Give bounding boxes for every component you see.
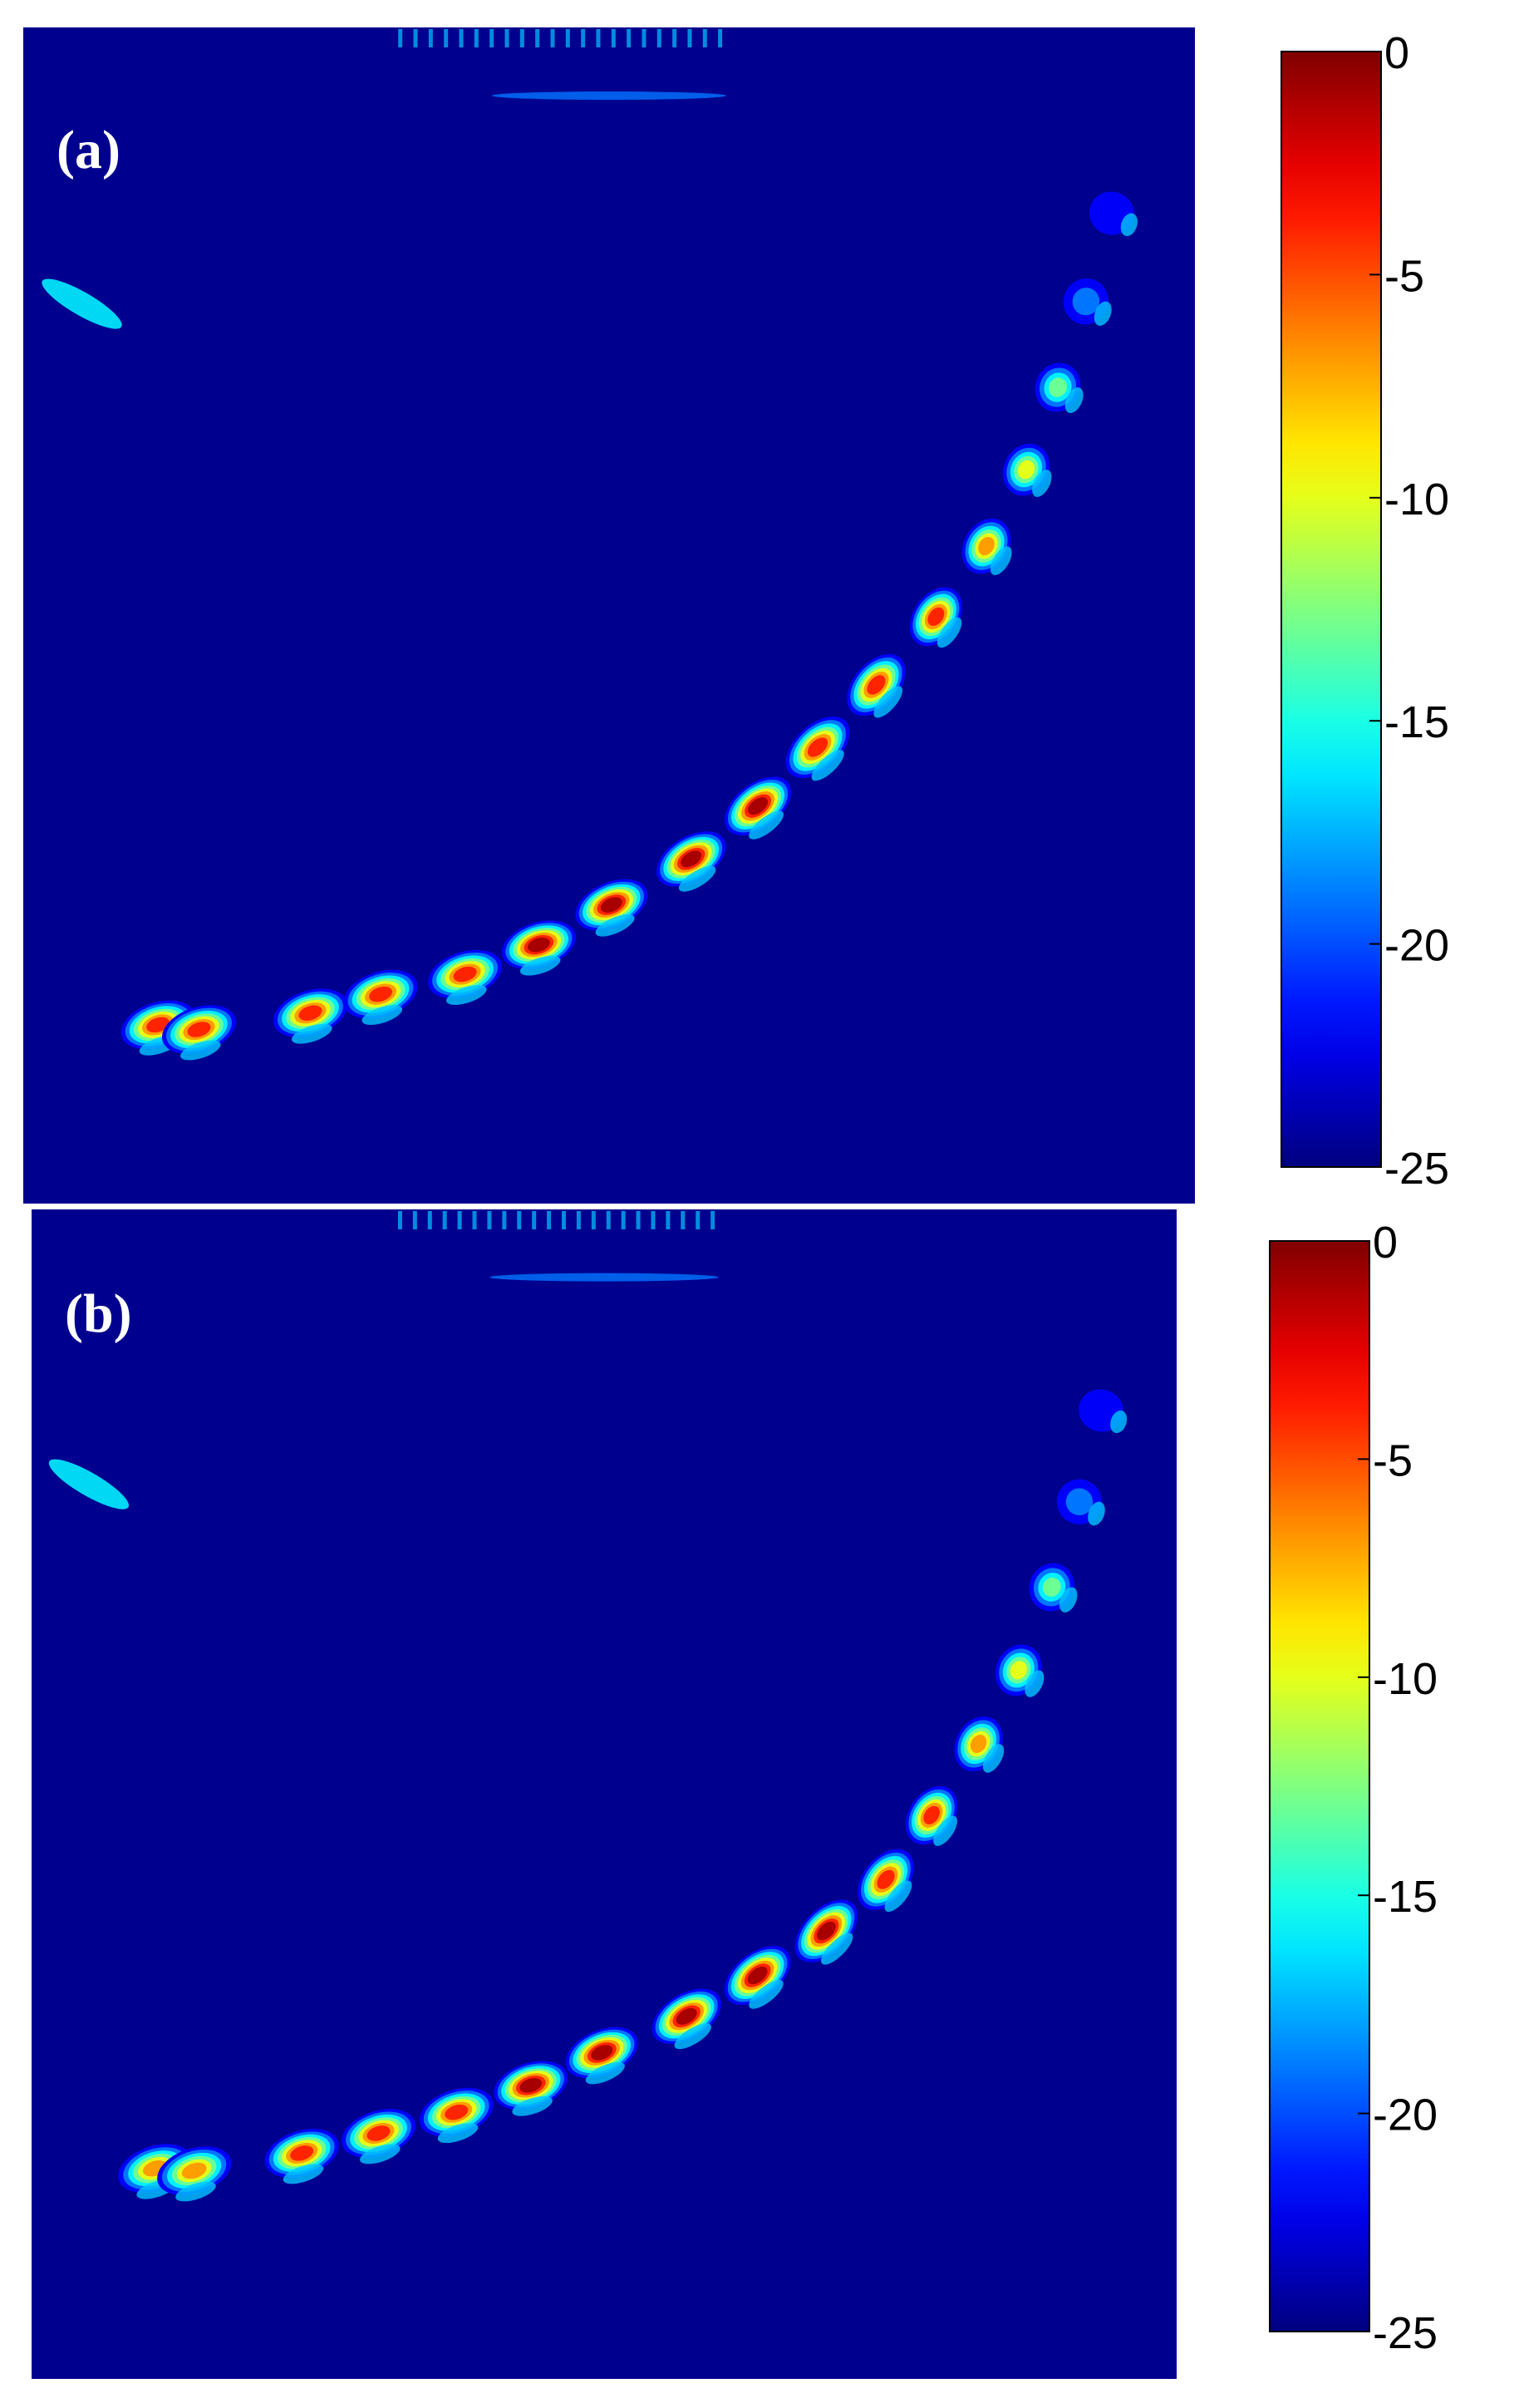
colorbar-tick-label: -25: [1384, 1144, 1449, 1194]
colorbar: 0 -5 -10 -15 -20 -25: [1269, 1218, 1438, 2358]
hotspot: [157, 2146, 232, 2202]
colorbar-tick-label: -15: [1373, 1872, 1438, 1922]
hotspot: [995, 1644, 1045, 1697]
hotspot: [565, 2026, 638, 2085]
hotspot: [1035, 362, 1084, 413]
hotspot: [575, 879, 648, 937]
hotspot: [1063, 278, 1112, 326]
hotspot: [1079, 1389, 1128, 1434]
hotspot: [785, 716, 850, 781]
hotspot: [428, 949, 503, 1005]
hotspot: [1002, 443, 1052, 497]
sidelobe-artifacts: [48, 1211, 719, 1509]
colorbar-tick-label: -15: [1384, 697, 1449, 747]
hotspot: [343, 969, 418, 1026]
hotspot: [909, 587, 963, 648]
heatmap-panel-a: (a) 0 -5 -10 -15 -20 -25: [23, 27, 1449, 1204]
hotspot: [1056, 1479, 1105, 1526]
hotspot: [905, 1785, 958, 1846]
hotspot: [273, 988, 347, 1044]
hotspot: [725, 776, 792, 840]
colorbar-gradient: [1281, 51, 1382, 1168]
hotspot: [341, 2109, 416, 2164]
panel-label: (a): [57, 120, 120, 180]
hotspot: [656, 831, 726, 892]
sidelobe-artifacts: [42, 29, 726, 329]
hotspot: [264, 2129, 339, 2184]
colorbar-tick-label: -20: [1373, 2090, 1438, 2140]
hotspot: [724, 1946, 791, 2009]
colorbar-ticks: 0 -5 -10 -15 -20 -25: [1358, 1218, 1438, 2358]
colorbar-ticks: 0 -5 -10 -15 -20 -25: [1369, 28, 1449, 1194]
colorbar-tick-label: 0: [1384, 28, 1409, 78]
hotspot: [161, 1005, 237, 1061]
hotspot: [961, 518, 1012, 576]
hotspot: [501, 920, 576, 976]
colorbar-tick-label: 0: [1373, 1218, 1398, 1268]
heatmap-panel-b: (b) 0 -5 -10 -15 -20 -25: [32, 1209, 1438, 2379]
hotspot: [858, 1849, 914, 1913]
colorbar-tick-label: -5: [1384, 251, 1424, 301]
colorbar-gradient: [1269, 1240, 1370, 2332]
hotspot: [1089, 191, 1138, 237]
hotspot: [651, 1988, 721, 2050]
hotspot-layer: [48, 1211, 1128, 2202]
hotspot: [494, 2061, 568, 2116]
colorbar-tick-label: -10: [1373, 1654, 1438, 1704]
hotspot: [1029, 1563, 1078, 1613]
hotspot: [794, 1899, 858, 1965]
hotspot-layer: [42, 29, 1138, 1061]
heatmap-background: [32, 1209, 1177, 2379]
panel-label: (b): [65, 1283, 132, 1344]
colorbar-tick-label: -20: [1384, 921, 1449, 971]
hotspot: [954, 1716, 1005, 1773]
hotspot: [419, 2087, 494, 2144]
colorbar-tick-label: -25: [1373, 2308, 1438, 2358]
hotspot: [847, 653, 906, 718]
colorbar-tick-label: -10: [1384, 475, 1449, 524]
colorbar: 0 -5 -10 -15 -20 -25: [1281, 28, 1449, 1194]
colorbar-tick-label: -5: [1373, 1435, 1413, 1485]
